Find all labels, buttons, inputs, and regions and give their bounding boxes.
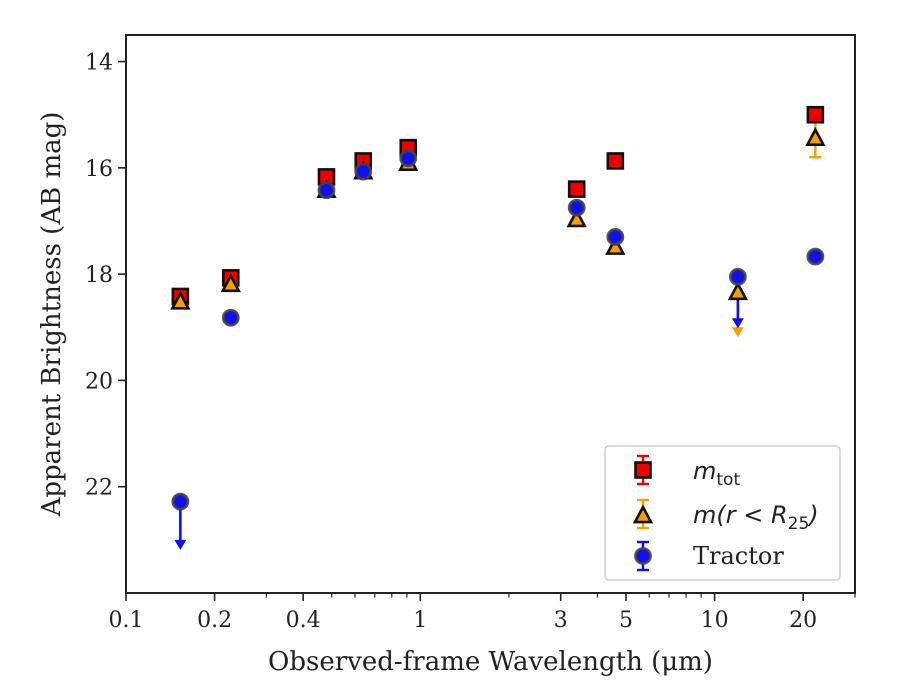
tractor-point	[728, 267, 747, 286]
tractor-point	[399, 149, 418, 168]
tractor-point	[221, 308, 240, 327]
legend: mtot m(r < R25) Tractor	[604, 445, 841, 581]
tractor-point	[354, 162, 373, 181]
y-tick-label: 14	[85, 51, 113, 76]
legend-entry-mtot: mtot	[634, 454, 740, 490]
mr25-point	[566, 208, 587, 228]
axes-layer: 0.1 0.2 0.4 1 3 5 10 20 14 16 18 20 22 Observed-frame…	[37, 34, 856, 677]
plot-layer	[170, 105, 826, 550]
legend-mr25-suffix: )	[807, 501, 818, 529]
tractor-upper-limit-arrow-head	[731, 318, 744, 329]
legend-mr25-marker	[632, 504, 654, 524]
x-tick-label: 0.4	[286, 608, 321, 633]
tractor-point	[317, 181, 336, 200]
tractor-upper-limit-arrow-head	[174, 539, 187, 550]
x-axis-title: Observed-frame Wavelength (μm)	[268, 647, 713, 677]
legend-tractor-marker	[634, 547, 652, 565]
legend-mtot-label: mtot	[693, 457, 740, 490]
y-tick-label: 20	[85, 369, 113, 394]
x-tick-label: 20	[789, 608, 817, 633]
legend-mr25-prefix: m(r < R	[693, 501, 788, 529]
tractor-point	[606, 228, 625, 246]
legend-mtot-marker	[634, 461, 652, 479]
mr25-point	[605, 235, 626, 255]
tractor-point	[567, 198, 586, 217]
legend-entry-tractor: Tractor	[634, 540, 784, 572]
mr25-upper-limit-arrow-head	[731, 327, 744, 338]
plot-frame	[125, 34, 856, 594]
y-tick-label: 16	[85, 157, 113, 182]
legend-mr25-label: m(r < R25)	[693, 501, 819, 534]
x-tick-label: 10	[701, 608, 729, 633]
x-tick-label: 1	[413, 608, 427, 633]
mr25-point	[805, 126, 826, 146]
legend-box	[604, 445, 841, 581]
tractor-point	[171, 492, 190, 511]
mtot-point	[567, 180, 586, 198]
y-axis-title: Apparent Brightness (AB mag)	[37, 112, 67, 518]
y-tick-label: 18	[85, 263, 113, 288]
mtot-point	[806, 105, 825, 124]
mr25-point	[170, 290, 191, 310]
legend-entry-mr25: m(r < R25)	[632, 498, 819, 534]
mr25-point	[727, 281, 749, 301]
x-tick-label: 0.2	[197, 608, 232, 633]
x-tick-label: 5	[619, 608, 633, 633]
legend-mtot-sub: tot	[716, 470, 740, 490]
legend-tractor-label: Tractor	[693, 542, 784, 570]
mtot-point	[606, 152, 625, 170]
legend-mtot-main: m	[693, 457, 716, 485]
x-tick-label: 3	[554, 608, 568, 633]
x-tick-label: 0.1	[109, 608, 144, 633]
legend-mr25-sub: 25	[788, 514, 810, 534]
tractor-point	[806, 247, 825, 266]
y-tick-label: 22	[85, 476, 113, 501]
mr25-point	[220, 273, 241, 293]
